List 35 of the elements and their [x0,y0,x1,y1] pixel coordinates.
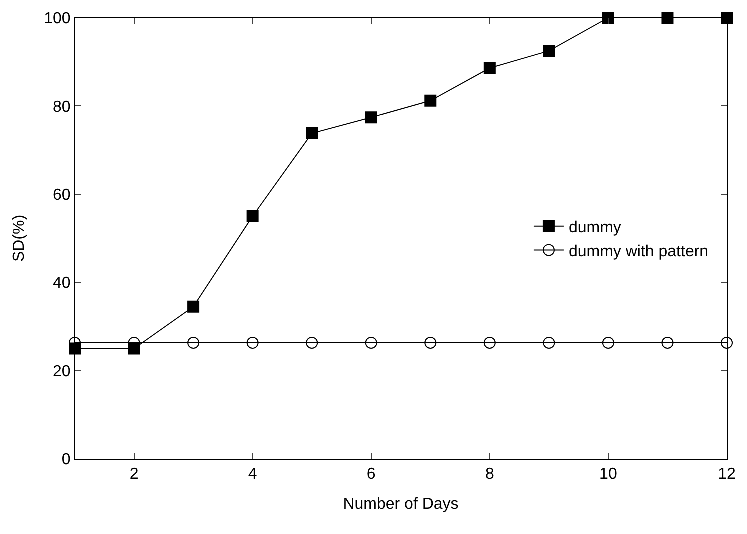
point [602,337,614,350]
point [543,45,556,58]
point [188,300,200,313]
point [246,210,259,222]
x-tick-label: 8 [485,466,494,484]
point [721,12,733,24]
point [424,337,437,350]
x-tick-label: 12 [718,466,736,484]
point [188,337,200,350]
x-axis-title: Number of Days [343,496,459,513]
point [306,128,318,140]
point [365,112,378,124]
y-tick-label: 40 [53,275,71,292]
point [484,62,496,74]
point [543,337,556,350]
y-tick-label: 80 [53,98,71,116]
legend-label: dummy with pattern [568,243,709,260]
point [365,337,378,350]
y-tick-label: 100 [44,10,71,28]
x-tick-label: 4 [248,466,258,484]
y-tick-label: 0 [62,452,71,469]
point [662,12,674,24]
point [306,337,318,350]
point [484,337,496,350]
point [424,94,437,107]
y-tick-label: 60 [53,187,71,204]
legend-label: dummy [568,220,622,237]
x-tick-label: 6 [366,466,376,484]
x-tick-label: 2 [130,466,139,484]
point [246,337,259,350]
x-tick-label: 10 [600,466,618,484]
point [721,337,733,350]
y-tick-label: 20 [53,363,71,380]
y-axis-title: SD(%) [10,214,28,262]
point [662,337,674,350]
